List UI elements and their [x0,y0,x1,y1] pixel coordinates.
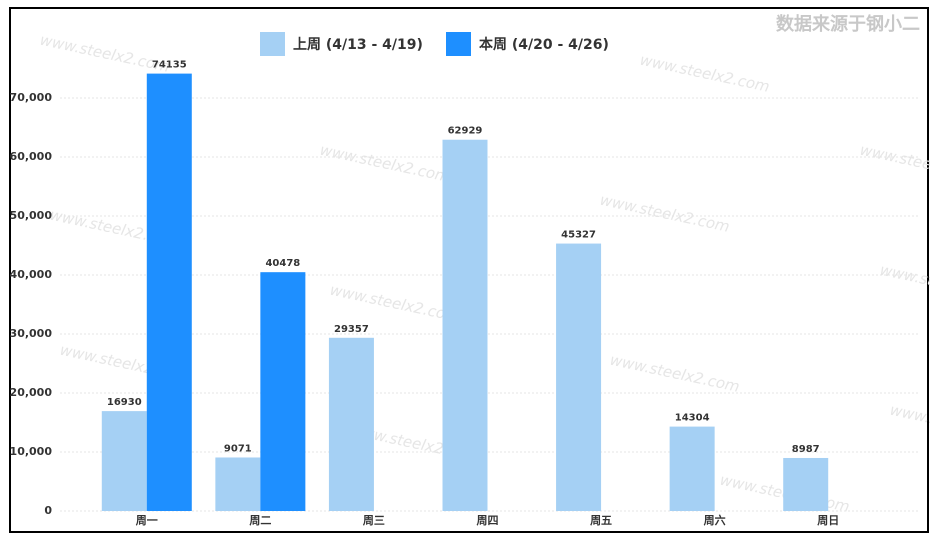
data-label: 9071 [224,443,252,454]
bar [215,457,261,511]
x-tick-label: 周五 [590,514,612,527]
y-tick-label: 70,000 [10,91,53,104]
data-label: 40478 [265,258,300,269]
bar [260,272,306,511]
data-label: 16930 [107,397,142,408]
y-tick-label: 40,000 [10,268,53,281]
data-label: 62929 [448,126,483,137]
bar [556,243,602,512]
y-tick-label: 10,000 [10,445,53,458]
y-tick-label: 30,000 [10,327,53,340]
bar [328,337,374,511]
x-tick-label: 周日 [817,514,839,527]
x-tick-label: 周六 [704,513,726,527]
x-tick-label: 周三 [363,514,385,527]
legend-label: 本周 (4/20 - 4/26) [479,36,609,53]
bar [783,457,829,511]
source-note: 数据来源于钢小二 [776,13,920,35]
bar [442,139,488,511]
bar [146,73,192,511]
data-label: 14304 [675,413,710,424]
data-label: 45327 [561,230,596,241]
y-tick-label: 50,000 [10,209,53,222]
y-tick-label: 20,000 [10,386,53,399]
bar [669,426,715,511]
legend-swatch [446,32,471,56]
y-tick-label: 0 [44,504,52,517]
data-label: 29357 [334,324,369,335]
bar [101,411,147,511]
y-tick-label: 60,000 [10,150,53,163]
legend-label: 上周 (4/13 - 4/19) [293,37,423,53]
x-tick-label: 周四 [477,514,499,527]
data-label: 8987 [792,444,820,455]
legend-swatch [260,32,285,56]
x-tick-label: 周二 [249,514,271,527]
x-tick-label: 周一 [136,514,158,527]
data-label: 74135 [152,60,187,71]
